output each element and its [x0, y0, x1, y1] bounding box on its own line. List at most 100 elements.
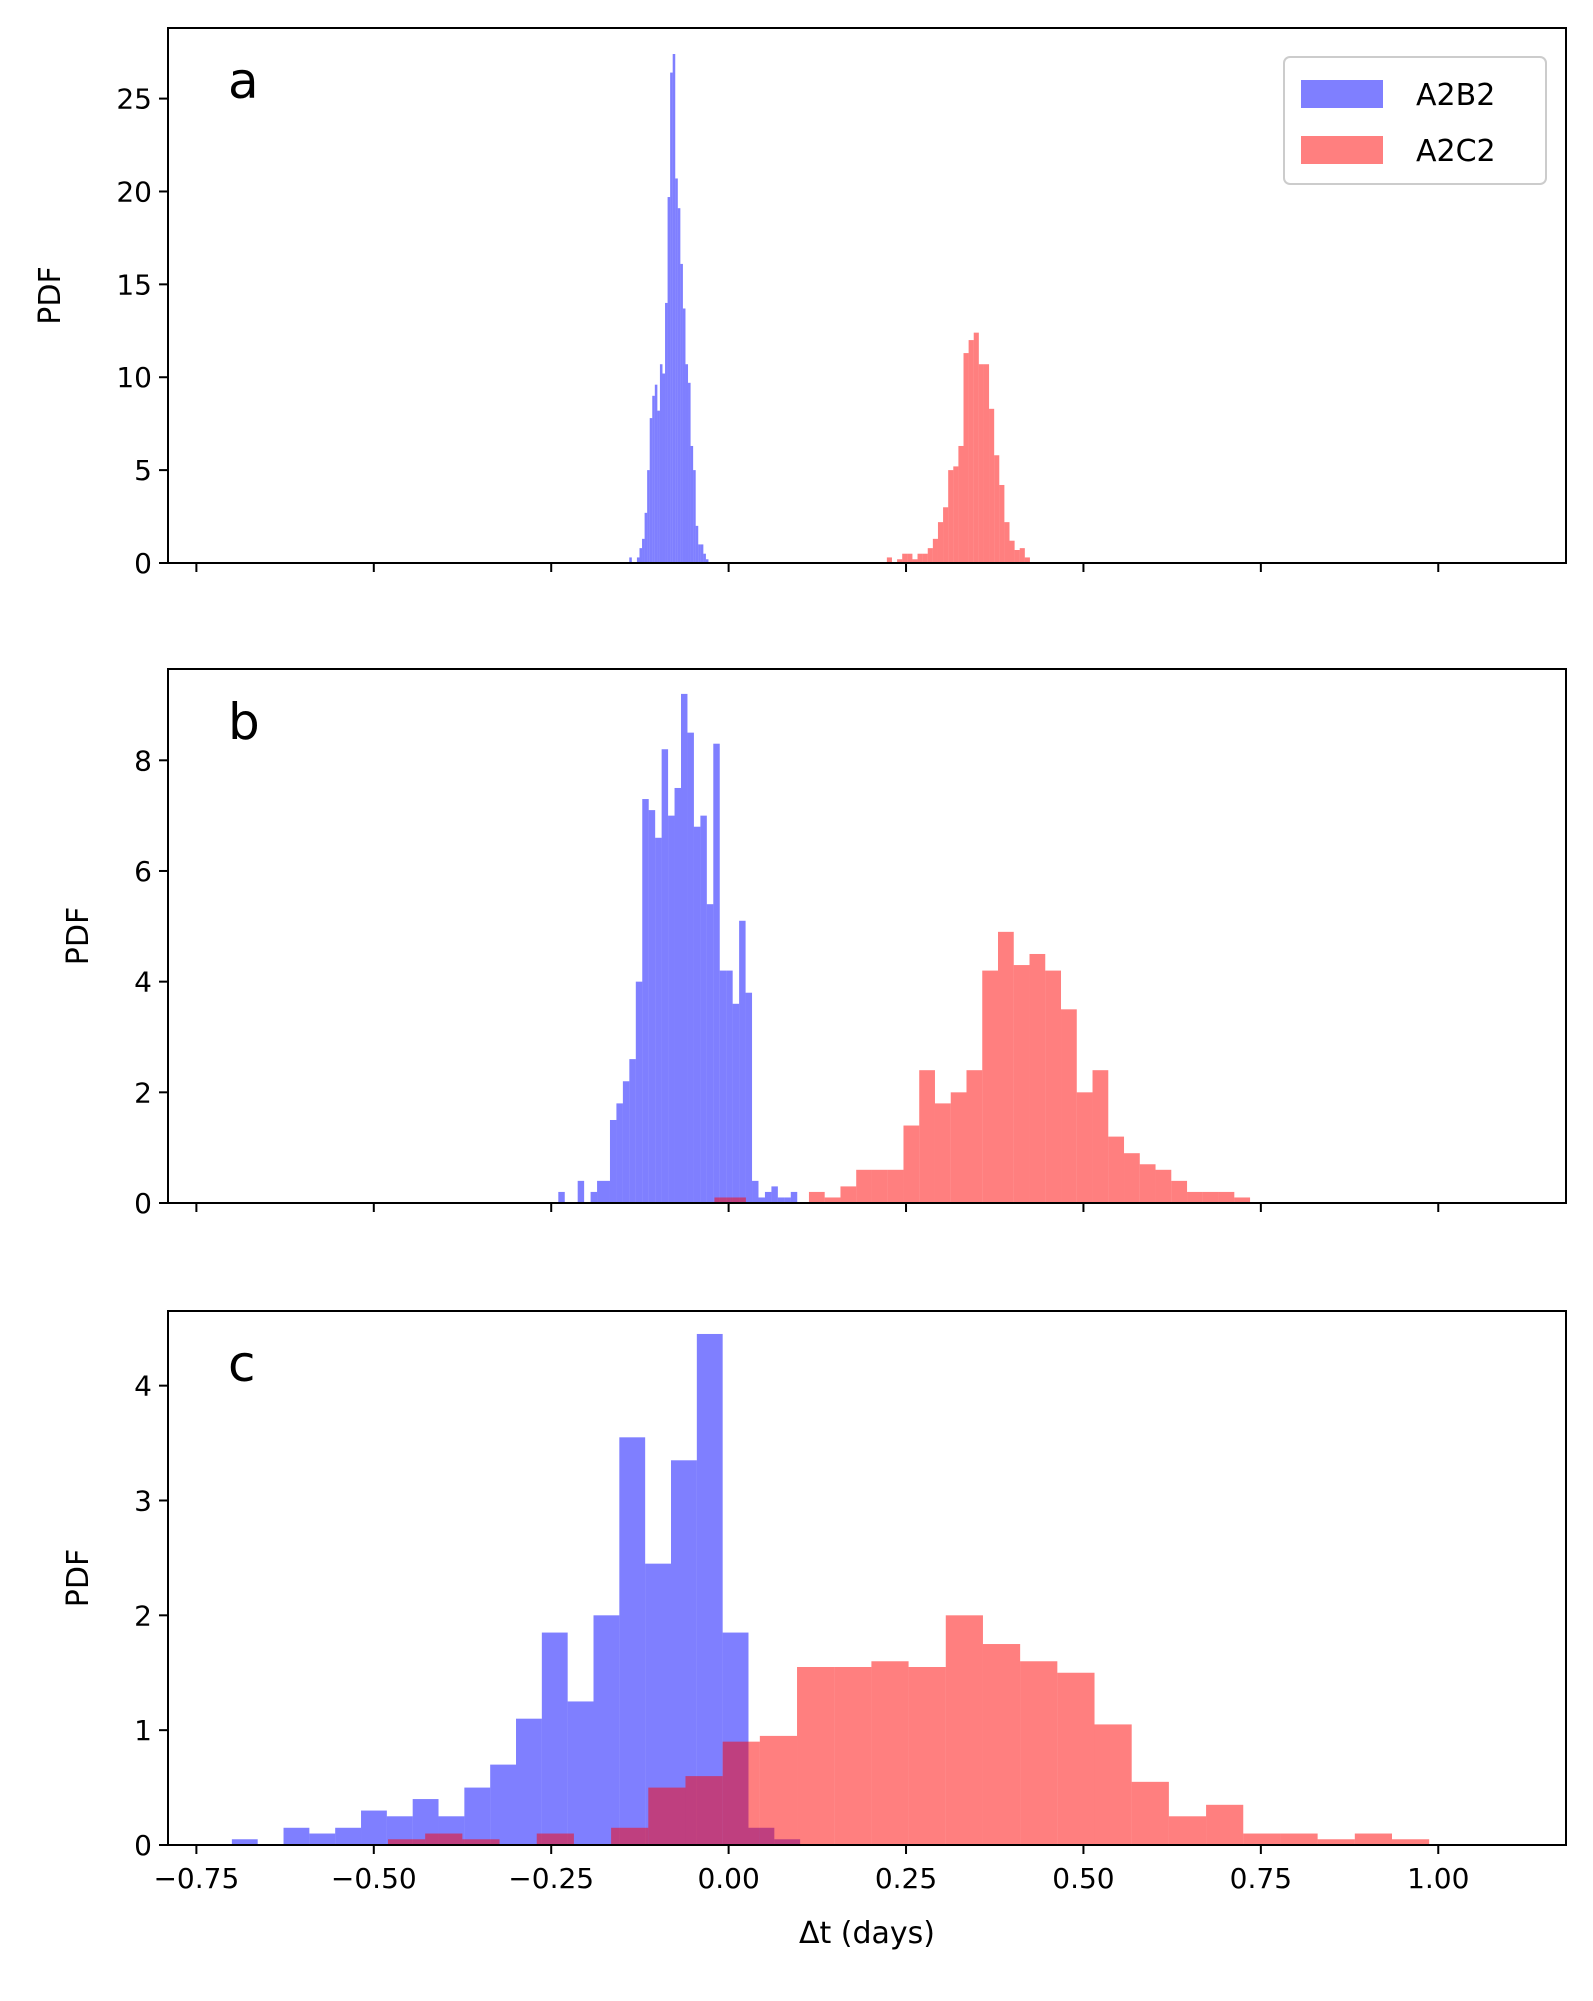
bar: [681, 693, 688, 1203]
bar: [1004, 522, 1010, 563]
x-tick-label: 0.50: [1052, 1862, 1114, 1895]
bar: [808, 1191, 825, 1203]
bar: [616, 1103, 623, 1203]
bar: [705, 559, 709, 563]
bar: [1061, 1009, 1077, 1203]
bar: [541, 1632, 568, 1845]
series-a2b2: [558, 693, 798, 1203]
bar: [1108, 1136, 1125, 1203]
bar: [662, 373, 666, 563]
legend-label-a2c2: A2C2: [1416, 134, 1496, 169]
bar: [732, 1003, 740, 1203]
panel-letter: b: [228, 693, 260, 751]
bar: [958, 445, 964, 563]
bar: [675, 178, 678, 563]
bar: [912, 559, 918, 563]
bar: [968, 340, 974, 563]
bar: [919, 1070, 935, 1203]
bar: [231, 1839, 258, 1845]
bar: [609, 1119, 617, 1203]
bar: [597, 1180, 604, 1203]
bar: [648, 810, 656, 1203]
bar: [1171, 1180, 1188, 1203]
bar: [730, 1197, 746, 1203]
bar: [670, 72, 673, 563]
bar: [387, 1839, 426, 1845]
bar: [667, 197, 671, 564]
bar: [897, 559, 903, 563]
bar: [824, 1197, 841, 1203]
y-axis-label: PDF: [61, 907, 96, 965]
bar: [1013, 965, 1030, 1203]
bar: [1092, 1070, 1109, 1203]
bar: [690, 445, 694, 563]
x-tick-label: −0.75: [153, 1862, 239, 1895]
bar: [1202, 1191, 1219, 1203]
bar: [1019, 548, 1025, 563]
x-tick-label: 0.00: [697, 1862, 759, 1895]
bar: [309, 1833, 336, 1845]
bar: [635, 981, 643, 1203]
bar: [982, 1644, 1021, 1845]
y-axis-label: PDF: [33, 266, 68, 324]
bar: [677, 208, 681, 563]
bar: [927, 548, 933, 563]
y-tick-label: 15: [116, 268, 152, 301]
bar: [642, 538, 645, 563]
panel-letter: a: [228, 52, 259, 110]
bar: [887, 1169, 904, 1203]
panel-c: 0 1 2 3 4 −0.75 −0.50 −0.25 0.00 0.25 0.50 0.75 1.00…: [61, 1310, 1567, 1951]
bar: [998, 931, 1014, 1203]
bar: [759, 1735, 798, 1845]
y-tick-label: 10: [116, 361, 152, 394]
legend-swatch-a2b2: [1301, 80, 1383, 108]
bar: [1024, 557, 1030, 563]
bar: [1014, 550, 1020, 563]
bar: [937, 522, 944, 563]
bar: [1155, 1169, 1172, 1203]
bar: [943, 507, 949, 563]
bar: [695, 525, 699, 563]
x-tick-label: 0.75: [1230, 1862, 1292, 1895]
bar: [1206, 1804, 1244, 1845]
bar: [1218, 1191, 1235, 1203]
panel-b: 0 2 4 6 8 PDF b: [61, 668, 1567, 1220]
bar: [752, 1180, 759, 1203]
bar: [611, 1827, 649, 1845]
bar: [593, 1615, 620, 1845]
bar: [693, 826, 701, 1203]
bar: [1045, 970, 1062, 1203]
bar: [945, 1615, 983, 1845]
bar: [1354, 1833, 1392, 1845]
bar: [361, 1810, 387, 1845]
bar: [797, 1667, 835, 1845]
bar: [464, 1787, 491, 1845]
bar: [963, 353, 969, 563]
y-tick-label: 8: [134, 744, 152, 777]
bar: [978, 364, 984, 563]
bar: [577, 1180, 585, 1203]
bar: [1139, 1164, 1156, 1203]
bar: [1187, 1191, 1203, 1203]
bar: [706, 904, 714, 1203]
bar: [973, 332, 979, 563]
bar: [425, 1833, 463, 1845]
bar: [726, 970, 733, 1203]
y-tick-label: 6: [134, 855, 152, 888]
bar: [907, 553, 913, 563]
bar: [665, 302, 668, 563]
legend-label-a2b2: A2B2: [1416, 78, 1495, 113]
bar: [629, 1059, 636, 1203]
y-tick-label: 2: [134, 1076, 152, 1109]
bar: [672, 54, 676, 563]
bar: [647, 470, 650, 563]
bar: [1020, 1661, 1058, 1845]
bar: [636, 557, 640, 563]
bar: [934, 1103, 951, 1203]
bar: [688, 382, 691, 563]
plot-frame: [167, 27, 1567, 564]
bar: [680, 263, 683, 563]
bar: [856, 1169, 872, 1203]
bar: [1280, 1833, 1318, 1845]
series-a2c2: [714, 931, 1251, 1203]
